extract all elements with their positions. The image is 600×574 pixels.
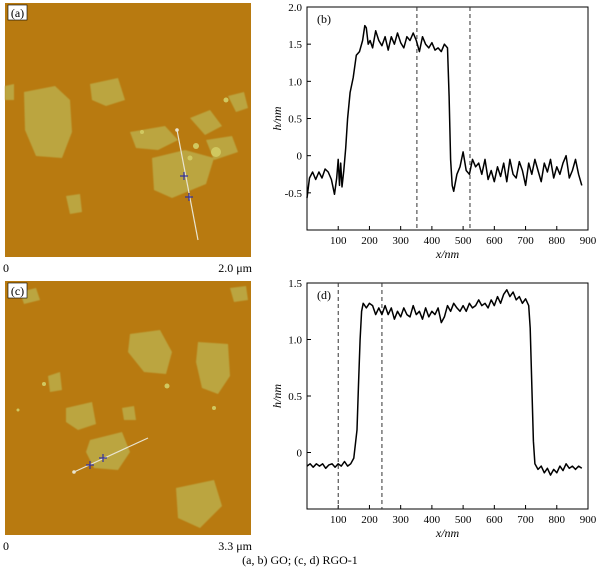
x-tick-label-b-3: 400	[424, 235, 441, 247]
y-tick-label-d-3: 1.5	[288, 278, 302, 290]
y-tick-label-d-2: 1.0	[288, 335, 302, 347]
panel-label-a: (a)	[11, 6, 24, 20]
profile-line-c	[73, 437, 149, 473]
height-profile-chart-d: 100 200 300 400 500 600 700 800 900 0 0.5 1.0 1.5 (d)…	[270, 278, 597, 540]
panel-label-d: (d)	[317, 288, 331, 302]
height-profile-chart-b: 100 200 300 400 500 600 700 800 900 -0.5 0 0.5 1.0 1.…	[270, 2, 597, 261]
x-tick-label-b-4: 500	[455, 235, 472, 247]
x-tick-label-b-6: 700	[517, 235, 534, 247]
x-tick-label-d-5: 600	[486, 514, 503, 526]
plot-frame-b	[306, 6, 589, 231]
x-tick-label-b-7: 800	[549, 235, 566, 247]
panel-label-c: (c)	[11, 284, 24, 298]
x-tick-label-b-5: 600	[486, 235, 503, 247]
x-tick-label-d-1: 200	[361, 514, 378, 526]
profile-line-a	[176, 129, 199, 241]
x-tick-label-d-3: 400	[424, 514, 441, 526]
plot-frame-d	[306, 282, 589, 510]
afm-flakes-a	[5, 78, 248, 214]
afm-image-a: (a) 0 2.0 μm	[3, 3, 253, 275]
x-tick-label-d-8: 900	[580, 514, 597, 526]
x-tick-label-d-6: 700	[517, 514, 534, 526]
x-tick-label-b-1: 200	[361, 235, 378, 247]
profile-markers-a	[180, 172, 193, 201]
x-tick-label-b-0: 100	[330, 235, 347, 247]
afm-flakes-c	[20, 286, 248, 528]
x-tick-label-b-2: 300	[392, 235, 409, 247]
scale-start-c: 0	[3, 539, 9, 553]
scale-start-a: 0	[3, 261, 9, 275]
profile-markers-c	[86, 454, 107, 469]
afm-image-c: (c) 0 3.3 μm	[3, 281, 253, 553]
x-tick-label-d-4: 500	[455, 514, 472, 526]
afm-bright-spots-c	[16, 382, 216, 412]
x-tick-label-d-0: 100	[330, 514, 347, 526]
profile-line-series-d-0	[306, 289, 583, 476]
x-axis-label-b: x/nm	[435, 247, 460, 261]
y-tick-label-b-2: 0.5	[288, 114, 302, 126]
x-tick-label-d-2: 300	[392, 514, 409, 526]
scale-end-a: 2.0 μm	[218, 261, 252, 275]
scale-end-c: 3.3 μm	[218, 539, 252, 553]
afm-bright-spots-a	[140, 97, 229, 161]
y-tick-label-b-5: 2.0	[288, 2, 302, 14]
figure-caption: (a, b) GO; (c, d) RGO-1	[242, 553, 358, 567]
x-axis-label-d: x/nm	[435, 526, 460, 540]
profile-line-series-b-0	[306, 24, 583, 199]
y-tick-label-b-0: -0.5	[285, 188, 303, 200]
y-tick-label-b-3: 1.0	[288, 76, 302, 88]
panel-label-b: (b)	[317, 12, 331, 26]
y-axis-label-d: h/nm	[270, 384, 284, 408]
y-tick-label-b-1: 0	[297, 151, 303, 163]
y-tick-label-d-0: 0	[297, 448, 303, 460]
x-tick-label-b-8: 900	[580, 235, 597, 247]
y-tick-label-d-1: 0.5	[288, 391, 302, 403]
y-axis-label-b: h/nm	[270, 106, 284, 130]
y-tick-label-b-4: 1.5	[288, 39, 302, 51]
x-tick-label-d-7: 800	[549, 514, 566, 526]
